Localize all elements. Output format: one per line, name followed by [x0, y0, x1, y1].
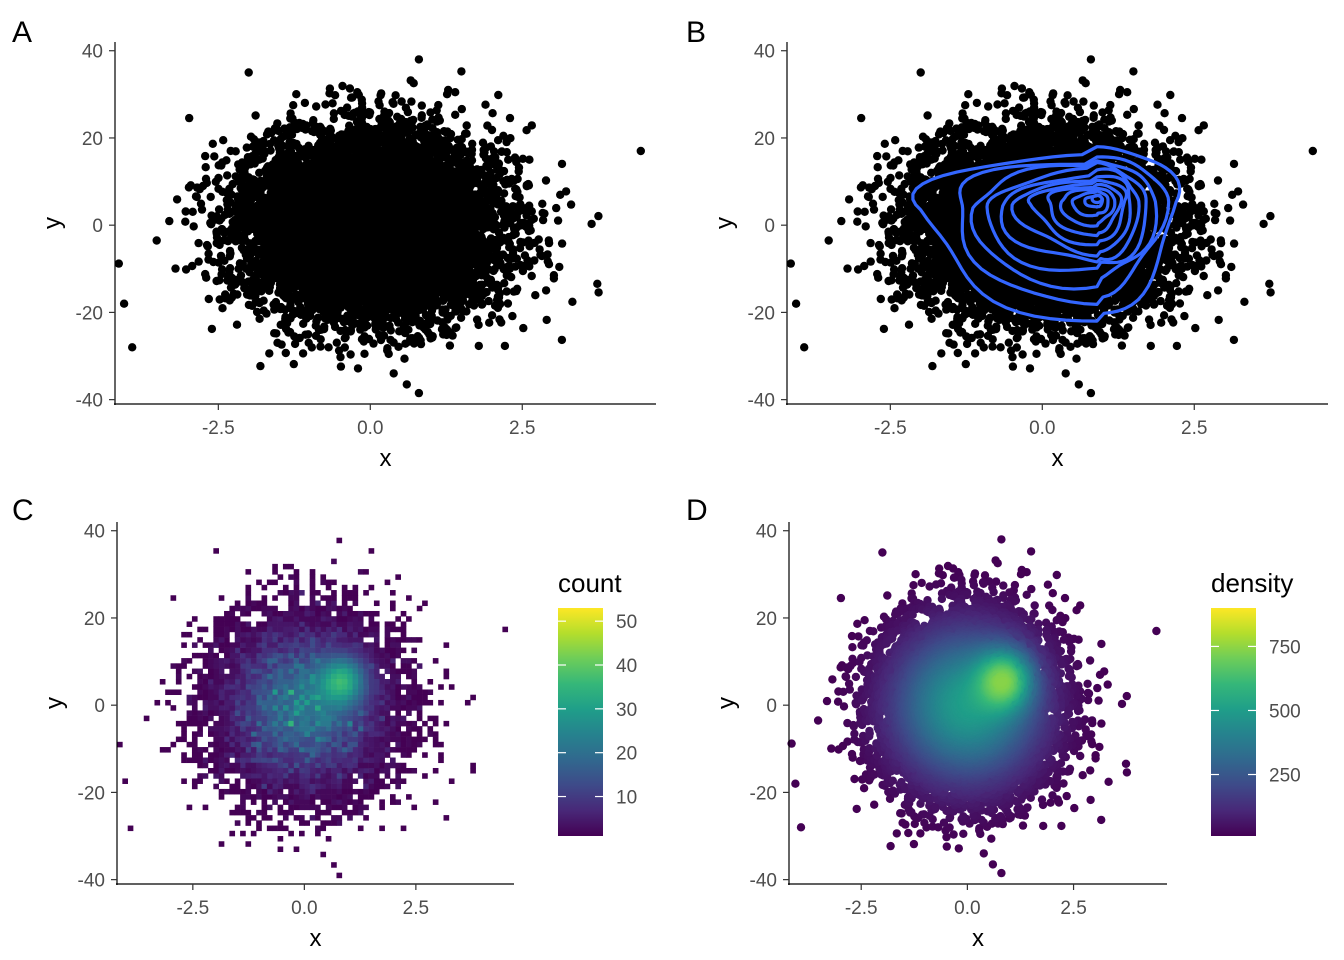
point	[508, 311, 517, 321]
point	[552, 203, 561, 213]
plot-area-a	[114, 55, 645, 398]
point	[259, 306, 268, 315]
point	[197, 205, 207, 214]
point	[189, 222, 198, 231]
point	[593, 279, 602, 288]
point	[290, 339, 300, 349]
point	[226, 249, 235, 258]
point	[369, 339, 378, 348]
point	[232, 320, 242, 329]
point	[336, 362, 346, 371]
point	[194, 257, 203, 266]
point	[451, 110, 460, 120]
point	[210, 152, 219, 161]
point	[171, 264, 180, 273]
panel-tag-a: A	[12, 16, 32, 49]
point	[194, 238, 203, 248]
point	[201, 163, 210, 172]
point	[172, 195, 182, 204]
point	[527, 271, 536, 281]
point	[265, 349, 274, 358]
point	[481, 100, 490, 109]
point	[206, 192, 215, 202]
point	[487, 125, 497, 135]
point	[353, 364, 363, 373]
point	[321, 100, 330, 109]
point	[557, 159, 567, 169]
point	[325, 84, 335, 93]
point	[219, 136, 228, 145]
point	[557, 239, 567, 248]
point	[289, 101, 298, 110]
point	[417, 101, 426, 110]
point	[300, 98, 310, 108]
point	[201, 151, 210, 161]
point	[541, 176, 551, 185]
point	[557, 335, 567, 345]
point	[207, 324, 217, 334]
point	[128, 343, 137, 352]
point	[360, 349, 369, 358]
point	[457, 104, 466, 114]
point	[434, 100, 443, 110]
point	[389, 369, 398, 378]
point	[495, 315, 504, 324]
point	[114, 259, 124, 268]
point	[270, 329, 279, 338]
point	[185, 113, 194, 123]
point	[391, 91, 400, 100]
point	[553, 216, 563, 225]
point	[316, 342, 325, 351]
point	[400, 354, 409, 363]
point	[246, 132, 256, 141]
point	[165, 216, 174, 226]
point	[251, 111, 260, 120]
point	[345, 84, 355, 93]
point	[329, 114, 338, 124]
